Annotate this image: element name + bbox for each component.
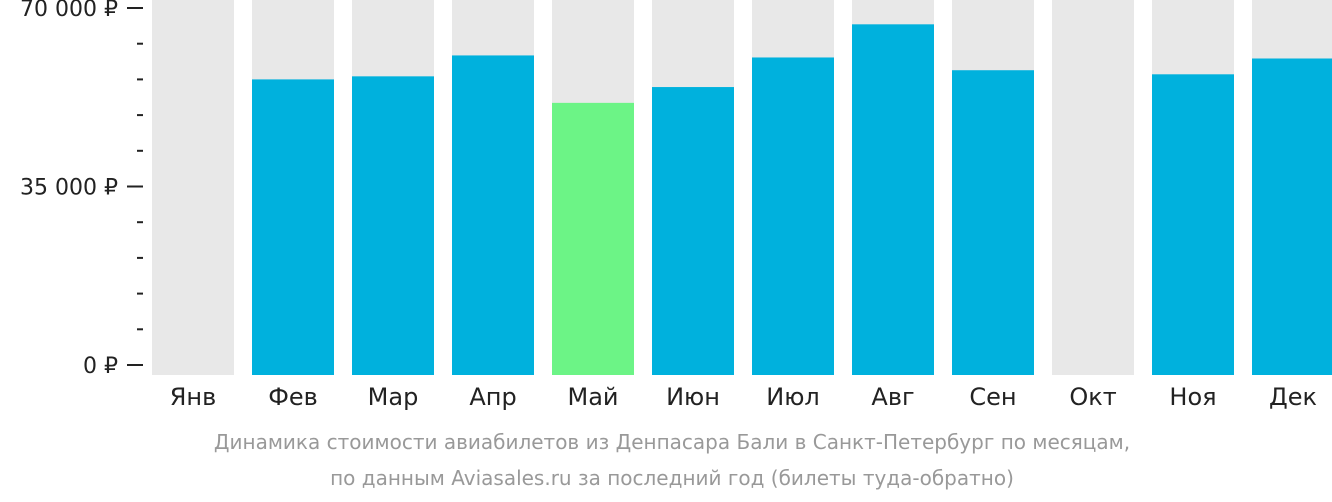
- bar-11: [1252, 58, 1332, 376]
- bar-4: [552, 102, 634, 376]
- x-tick-label: Фев: [268, 383, 318, 411]
- x-tick-label: Авг: [871, 383, 914, 411]
- y-axis: 0 ₽ 35 000 ₽ 70 000 ₽: [20, 0, 143, 379]
- chart-caption-line-2: по данным Aviasales.ru за последний год …: [330, 466, 1014, 490]
- x-tick-label: Мар: [368, 383, 419, 411]
- x-tick-label: Июн: [666, 383, 720, 411]
- y-tick-label: 35 000 ₽: [20, 176, 118, 201]
- bar-8: [952, 70, 1034, 375]
- value-bars: [252, 24, 1332, 376]
- x-tick-label: Май: [567, 383, 618, 411]
- x-tick-label: Июл: [766, 383, 820, 411]
- background-bar: [1052, 0, 1134, 375]
- bar-6: [752, 57, 834, 375]
- y-tick-label: 70 000 ₽: [20, 0, 118, 22]
- x-tick-label: Янв: [170, 383, 217, 411]
- bar-1: [252, 79, 334, 376]
- x-tick-label: Апр: [469, 383, 516, 411]
- bar-5: [652, 87, 734, 376]
- background-bar: [152, 0, 234, 375]
- x-tick-label: Сен: [969, 383, 1016, 411]
- x-tick-label: Ноя: [1169, 383, 1216, 411]
- y-tick-label: 0 ₽: [83, 354, 118, 379]
- bar-7: [852, 24, 934, 375]
- bar-10: [1152, 74, 1234, 376]
- x-tick-label: Дек: [1269, 383, 1317, 411]
- bar-3: [452, 55, 534, 376]
- bar-2: [352, 76, 434, 375]
- chart-caption-line-1: Динамика стоимости авиабилетов из Денпас…: [213, 430, 1131, 454]
- x-tick-label: Окт: [1069, 383, 1116, 411]
- x-axis: Янв Фев Мар Апр Май Июн Июл Авг Сен Окт Ноя Дек: [170, 383, 1317, 411]
